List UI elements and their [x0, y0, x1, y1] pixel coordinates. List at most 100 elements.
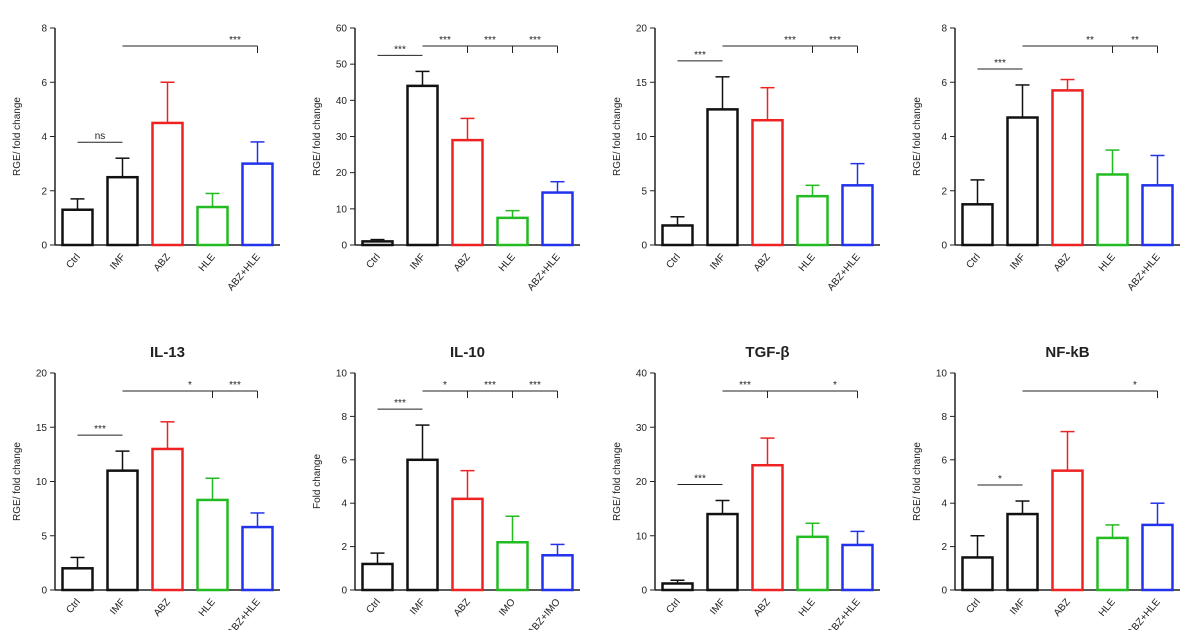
significance-label: *** [439, 35, 451, 46]
y-axis-label: RGE/ fold change [612, 442, 623, 521]
bar [196, 498, 229, 592]
x-tick-label: ABZ+HLE [1126, 597, 1163, 630]
bar [706, 512, 739, 592]
x-tick-label: HLE [197, 597, 218, 619]
x-tick-label: ABZ+HLE [826, 597, 863, 630]
y-tick-label: 20 [636, 24, 648, 35]
bar [1006, 116, 1039, 247]
bar [451, 138, 484, 247]
bar [541, 554, 574, 592]
y-tick-label: 30 [336, 132, 348, 143]
bar [841, 184, 874, 247]
x-tick-label: Ctrl [664, 597, 682, 616]
y-tick-label: 0 [941, 586, 947, 597]
y-tick-label: 10 [336, 369, 348, 380]
y-tick-label: 10 [36, 477, 48, 488]
significance-label: *** [739, 380, 751, 391]
significance-label: *** [529, 380, 541, 391]
bar [1051, 469, 1084, 592]
y-tick-label: 20 [336, 168, 348, 179]
y-tick-label: 50 [336, 60, 348, 71]
significance-label: * [998, 474, 1002, 485]
significance-label: *** [829, 35, 841, 46]
x-tick-label: ABZ [752, 597, 773, 619]
bar [661, 224, 694, 247]
x-tick-label: ABZ [1052, 252, 1073, 274]
y-tick-label: 15 [636, 78, 648, 89]
bar [361, 240, 394, 247]
y-tick-label: 5 [641, 186, 647, 197]
panel: RGE/ fold change 0 5 10 15 20 Ctrl IMF ABZ HLE ABZ… [612, 24, 880, 293]
y-tick-label: 8 [341, 412, 347, 423]
y-tick-label: 8 [941, 412, 947, 423]
bar [151, 121, 184, 247]
significance-label: *** [394, 44, 406, 55]
significance-label: *** [994, 58, 1006, 69]
x-tick-label: ABZ [452, 597, 473, 619]
x-tick-label: ABZ+HLE [226, 252, 263, 294]
x-tick-label: ABZ [452, 252, 473, 274]
panel: IL-13 RGE/ fold change 0 5 10 15 20 Ctrl IMF ABZ H… [12, 344, 280, 630]
x-tick-label: ABZ+HLE [526, 252, 563, 294]
y-tick-label: 10 [636, 132, 648, 143]
y-axis-label: RGE/ fold change [12, 97, 23, 176]
significance-label: *** [694, 473, 706, 484]
panel: TGF-β RGE/ fold change 0 10 20 30 40 Ctrl IMF ABZ… [612, 344, 880, 630]
y-tick-label: 0 [641, 586, 647, 597]
y-tick-label: 10 [336, 204, 348, 215]
y-tick-label: 4 [41, 132, 47, 143]
x-tick-label: Ctrl [964, 597, 982, 616]
significance-label: * [188, 380, 192, 391]
y-tick-label: 10 [936, 369, 948, 380]
y-axis-label: RGE/ fold change [912, 442, 923, 521]
y-axis-label: RGE/ fold change [12, 442, 23, 521]
y-tick-label: 15 [36, 423, 48, 434]
x-tick-label: IMF [708, 252, 727, 272]
y-axis-label: RGE/ fold change [912, 97, 923, 176]
bar [1141, 523, 1174, 592]
significance-label: *** [229, 380, 241, 391]
x-tick-label: Ctrl [364, 252, 382, 271]
y-tick-label: 40 [336, 96, 348, 107]
bar [751, 118, 784, 247]
y-tick-label: 60 [336, 24, 348, 35]
significance-label: * [443, 380, 447, 391]
x-tick-label: HLE [797, 252, 818, 274]
y-axis-label: RGE/ fold change [612, 97, 623, 176]
x-tick-label: ABZ+HLE [1126, 252, 1163, 294]
bar [751, 463, 784, 592]
y-tick-label: 0 [941, 241, 947, 252]
significance-label: * [833, 380, 837, 391]
x-tick-label: Ctrl [664, 252, 682, 271]
bar [1051, 89, 1084, 247]
y-tick-label: 2 [941, 186, 947, 197]
chart-title: IL-13 [150, 344, 185, 361]
x-tick-label: ABZ+HLE [226, 597, 263, 630]
panel: RGE/ fold change 0 2 4 6 8 Ctrl IMF ABZ HLE ABZ+HL… [12, 24, 280, 294]
bar [961, 203, 994, 247]
significance-label: *** [694, 50, 706, 61]
y-tick-label: 20 [636, 477, 648, 488]
bar [961, 556, 994, 592]
x-tick-label: IMF [108, 597, 127, 617]
bar [361, 562, 394, 592]
bar [1096, 173, 1129, 247]
y-tick-label: 0 [41, 586, 47, 597]
x-tick-label: IMF [408, 252, 427, 272]
bar [1096, 536, 1129, 592]
x-tick-label: HLE [797, 597, 818, 619]
x-tick-label: IMF [108, 252, 127, 272]
bar [196, 205, 229, 247]
y-tick-label: 30 [636, 423, 648, 434]
bar [241, 162, 274, 247]
significance-label: ** [1086, 35, 1094, 46]
y-tick-label: 6 [941, 78, 947, 89]
y-tick-label: 4 [941, 132, 947, 143]
x-tick-label: Ctrl [64, 252, 82, 271]
x-tick-label: HLE [1097, 252, 1118, 274]
x-tick-label: ABZ [1052, 597, 1073, 619]
significance-label: ** [1131, 35, 1139, 46]
x-tick-label: ABZ+IMO [526, 597, 563, 630]
y-tick-label: 5 [41, 531, 47, 542]
panel: IL-10 Fold change 0 2 4 6 8 10 Ctrl IMF ABZ IMO ABZ+… [312, 344, 580, 630]
